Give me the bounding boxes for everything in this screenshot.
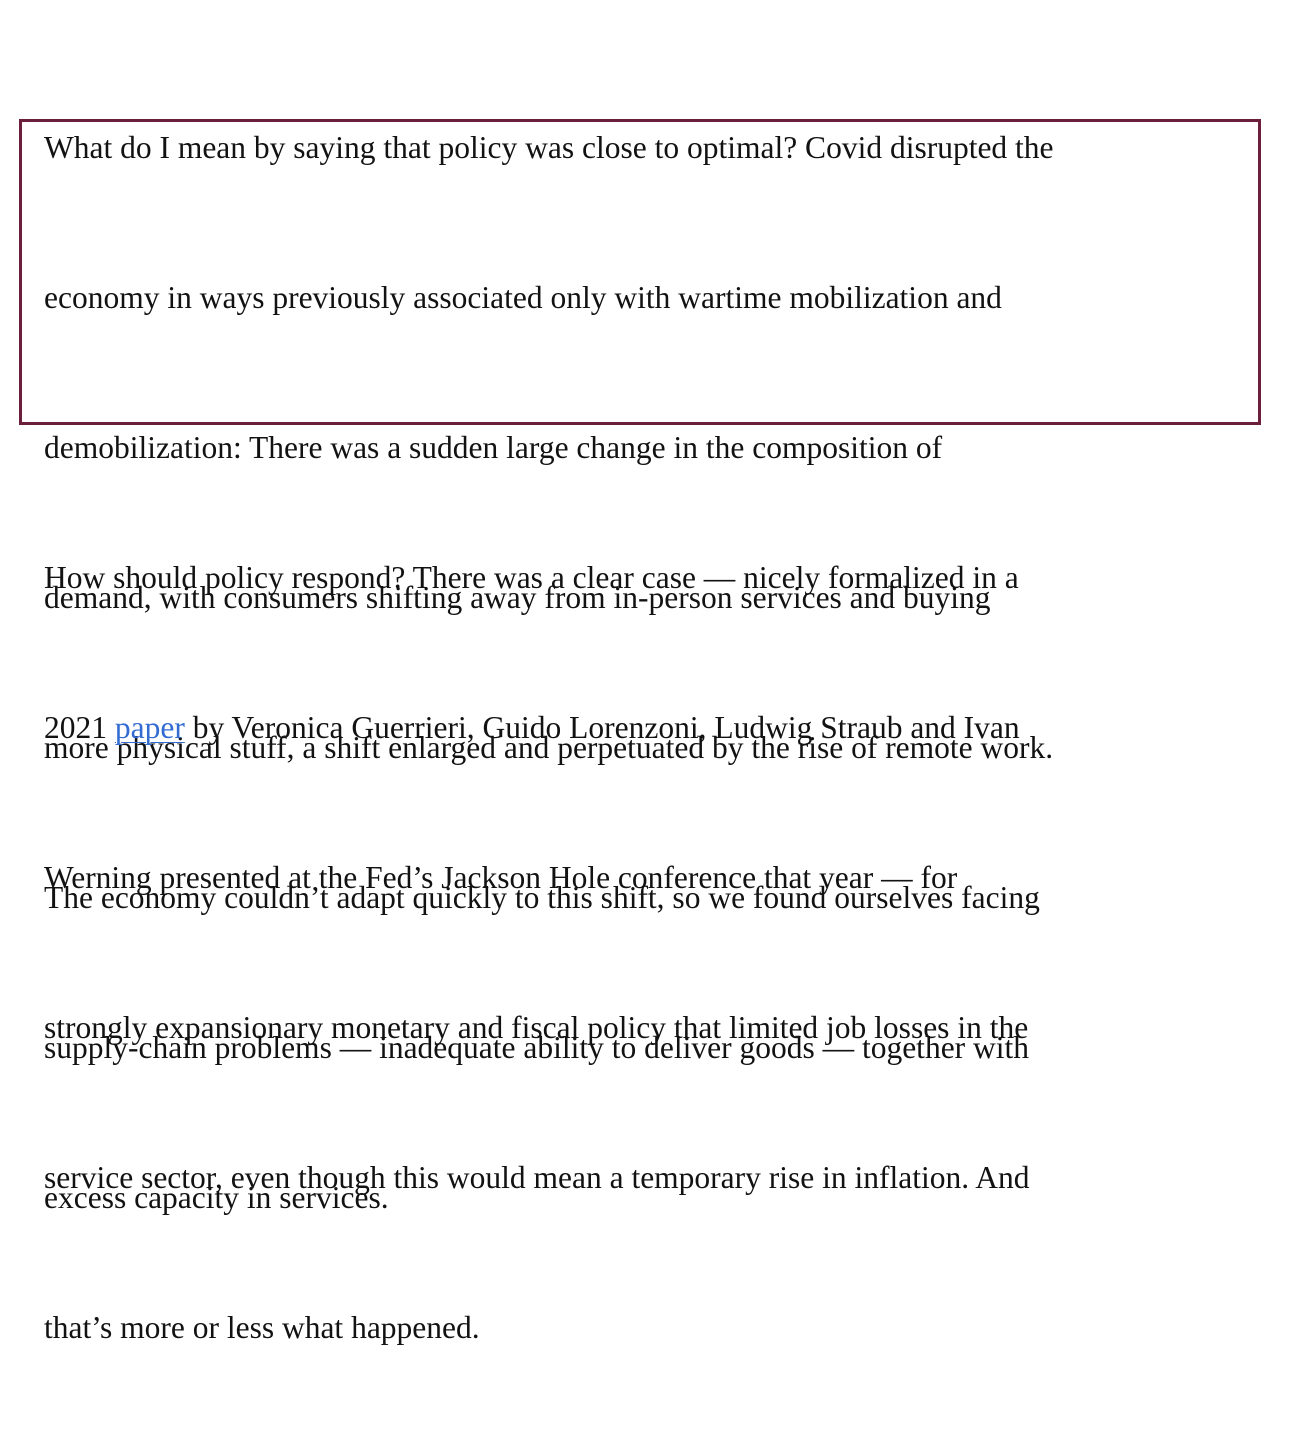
text-line: strongly expansionary monetary and fisca… <box>44 1010 1029 1045</box>
paper-link[interactable]: paper <box>114 710 185 745</box>
text-segment: by Veronica Guerrieri, Guido Lorenzoni, … <box>184 710 1020 745</box>
text-segment: 2021 <box>44 710 115 745</box>
highlight-box <box>19 119 1261 425</box>
paragraph-policy-response: How should policy respond? There was a c… <box>44 453 1029 1453</box>
text-line: What do I mean by saying that policy was… <box>44 130 1054 165</box>
text-line: service sector, even though this would m… <box>44 1160 1030 1195</box>
text-line: demand, with consumers shifting away fro… <box>44 580 991 615</box>
text-line: How should policy respond? There was a c… <box>44 560 1019 595</box>
text-line: that’s more or less what happened. <box>44 1310 480 1345</box>
article-body: What do I mean by saying that policy was… <box>19 119 1261 1345</box>
text-line: more physical stuff, a shift enlarged an… <box>44 730 1054 765</box>
text-line-with-link: 2021 paper by Veronica Guerrieri, Guido … <box>44 703 1029 753</box>
text-line: economy in ways previously associated on… <box>44 280 1002 315</box>
text-line: Werning presented at the Fed’s Jackson H… <box>44 860 958 895</box>
text-line: demobilization: There was a sudden large… <box>44 430 943 465</box>
